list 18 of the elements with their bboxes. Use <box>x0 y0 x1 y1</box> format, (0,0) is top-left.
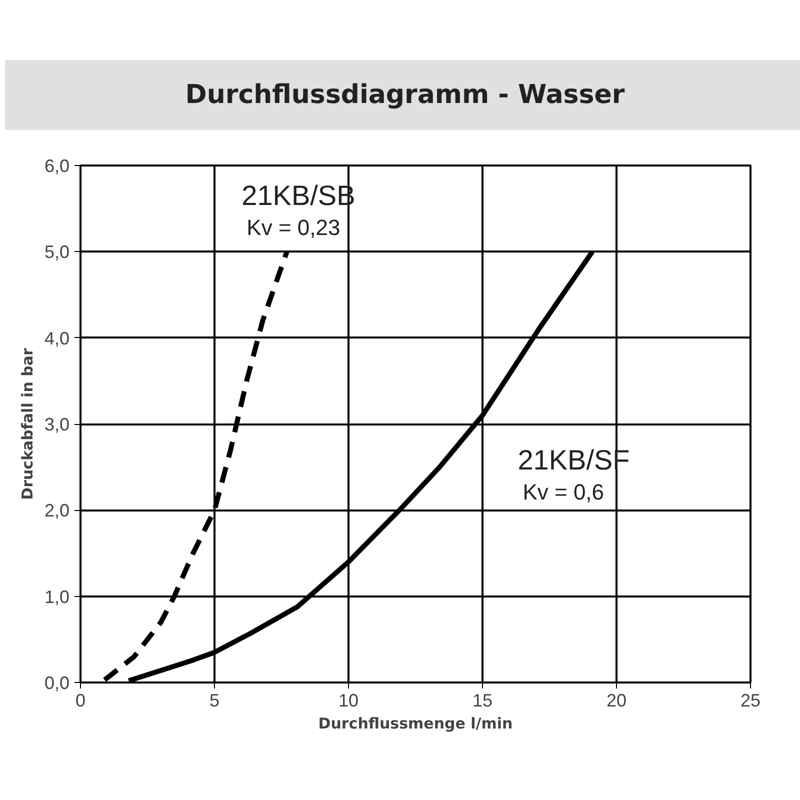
y-axis-title: Druckabfall in bar <box>18 348 36 500</box>
y-tick-label: 5,0 <box>44 242 70 262</box>
y-tick-label: 0,0 <box>44 673 70 693</box>
y-tick-label: 1,0 <box>44 586 70 607</box>
y-tick-label: 4,0 <box>44 328 70 348</box>
annotation: Kv = 0,6 <box>522 479 604 504</box>
x-axis-title: Durchflussmenge l/min <box>318 714 513 732</box>
x-tick-label: 10 <box>338 690 359 710</box>
y-tick-label: 6,0 <box>44 156 70 176</box>
chart-title: Durchflussdiagramm - Wasser <box>185 79 625 112</box>
x-tick-label: 0 <box>75 690 86 710</box>
y-tick-label: 2,0 <box>44 500 70 521</box>
annotation: Kv = 0,23 <box>246 214 340 240</box>
x-tick-label: 15 <box>472 690 493 710</box>
x-tick-label: 20 <box>606 690 627 710</box>
x-tick-label: 25 <box>740 690 761 710</box>
x-tick-label: 5 <box>209 690 220 710</box>
y-tick-label: 3,0 <box>44 414 70 434</box>
